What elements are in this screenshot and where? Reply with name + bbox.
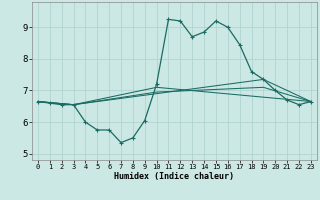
X-axis label: Humidex (Indice chaleur): Humidex (Indice chaleur): [115, 172, 234, 181]
